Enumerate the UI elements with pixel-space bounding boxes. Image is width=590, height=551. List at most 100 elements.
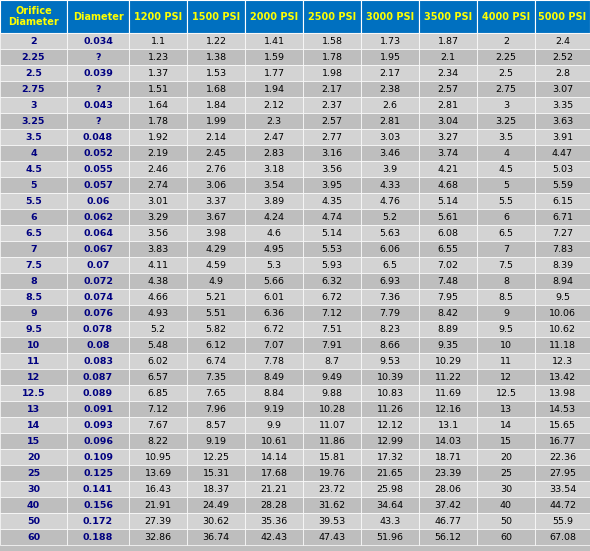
Text: 12.3: 12.3 (552, 356, 573, 365)
Text: 4.9: 4.9 (208, 277, 224, 285)
Bar (245, 161, 303, 177)
Text: 8.57: 8.57 (205, 420, 227, 429)
Bar (245, 177, 303, 193)
Bar (477, 257, 535, 273)
Bar (361, 385, 419, 401)
Text: 27.39: 27.39 (145, 516, 172, 526)
Bar (419, 193, 477, 209)
Text: 42.43: 42.43 (260, 532, 287, 542)
Bar (129, 225, 187, 241)
Bar (187, 209, 245, 225)
Text: 5.5: 5.5 (499, 197, 513, 206)
Text: 3.04: 3.04 (437, 116, 458, 126)
Text: 21.21: 21.21 (261, 484, 287, 494)
Text: 5: 5 (30, 181, 37, 190)
Text: 13.1: 13.1 (437, 420, 458, 429)
Text: 0.076: 0.076 (83, 309, 113, 317)
Text: 13.69: 13.69 (145, 468, 172, 478)
Bar (67, 273, 129, 289)
Text: 2.1: 2.1 (441, 52, 455, 62)
Text: 8.5: 8.5 (25, 293, 42, 301)
Text: 8: 8 (30, 277, 37, 285)
Bar (245, 353, 303, 369)
Bar (535, 449, 590, 465)
Text: 1.58: 1.58 (322, 36, 343, 46)
Text: 1.41: 1.41 (264, 36, 284, 46)
Bar (187, 241, 245, 257)
Bar (0, 161, 67, 177)
Bar (129, 161, 187, 177)
Text: 5.51: 5.51 (205, 309, 227, 317)
Text: 1.68: 1.68 (205, 84, 227, 94)
Bar (245, 225, 303, 241)
Bar (187, 433, 245, 449)
Text: 7.36: 7.36 (379, 293, 401, 301)
Bar (129, 497, 187, 513)
Text: 6.71: 6.71 (552, 213, 573, 222)
Bar (303, 369, 361, 385)
Bar (361, 161, 419, 177)
Bar (419, 481, 477, 497)
Text: 4.76: 4.76 (379, 197, 401, 206)
Text: 0.067: 0.067 (83, 245, 113, 253)
Text: 2.37: 2.37 (322, 100, 343, 110)
Bar (245, 273, 303, 289)
Bar (477, 529, 535, 545)
Bar (535, 113, 590, 129)
Text: 5.2: 5.2 (382, 213, 398, 222)
Text: 8.23: 8.23 (379, 325, 401, 333)
Bar (535, 369, 590, 385)
Bar (187, 257, 245, 273)
Text: 5.5: 5.5 (25, 197, 42, 206)
Text: 2.57: 2.57 (438, 84, 458, 94)
Text: 6.57: 6.57 (148, 372, 169, 381)
Text: 21.65: 21.65 (376, 468, 404, 478)
Bar (129, 449, 187, 465)
Bar (187, 0, 245, 33)
Bar (419, 49, 477, 65)
Text: 8.39: 8.39 (552, 261, 573, 269)
Text: 12.5: 12.5 (496, 388, 516, 397)
Text: 2.75: 2.75 (496, 84, 516, 94)
Text: 5.03: 5.03 (552, 165, 573, 174)
Bar (187, 529, 245, 545)
Bar (129, 385, 187, 401)
Text: 14.03: 14.03 (434, 436, 461, 446)
Text: 28.06: 28.06 (434, 484, 461, 494)
Bar (187, 497, 245, 513)
Text: 30: 30 (27, 484, 40, 494)
Bar (129, 81, 187, 97)
Bar (245, 113, 303, 129)
Bar (303, 529, 361, 545)
Bar (361, 449, 419, 465)
Bar (361, 113, 419, 129)
Text: 1.77: 1.77 (264, 68, 284, 78)
Text: 3.56: 3.56 (322, 165, 343, 174)
Bar (67, 65, 129, 81)
Bar (361, 209, 419, 225)
Bar (419, 449, 477, 465)
Bar (187, 385, 245, 401)
Bar (419, 337, 477, 353)
Text: 0.07: 0.07 (86, 261, 110, 269)
Bar (303, 257, 361, 273)
Bar (245, 49, 303, 65)
Bar (245, 465, 303, 481)
Text: 12.25: 12.25 (202, 452, 230, 462)
Text: 10: 10 (27, 341, 40, 349)
Text: 0.089: 0.089 (83, 388, 113, 397)
Text: 6.01: 6.01 (264, 293, 284, 301)
Bar (535, 385, 590, 401)
Text: 4.68: 4.68 (438, 181, 458, 190)
Text: 3.07: 3.07 (552, 84, 573, 94)
Bar (129, 209, 187, 225)
Text: 7.51: 7.51 (322, 325, 343, 333)
Bar (477, 273, 535, 289)
Bar (0, 369, 67, 385)
Bar (477, 193, 535, 209)
Text: 5.2: 5.2 (150, 325, 166, 333)
Text: 1.94: 1.94 (264, 84, 284, 94)
Bar (535, 289, 590, 305)
Text: 25: 25 (500, 468, 512, 478)
Text: 7.67: 7.67 (148, 420, 169, 429)
